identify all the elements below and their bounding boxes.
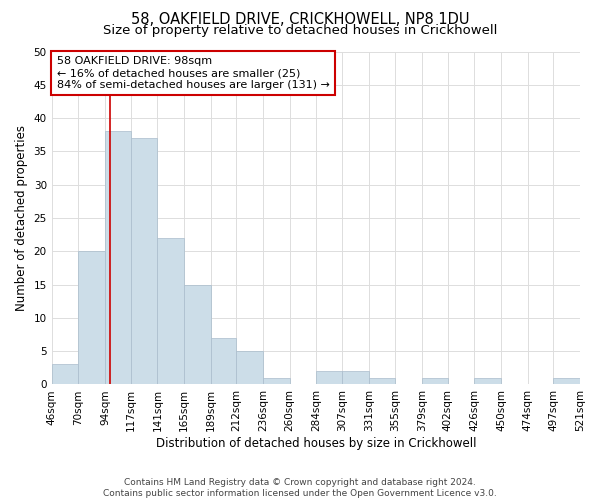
Bar	[211, 338, 236, 384]
Bar	[79, 252, 105, 384]
Bar	[316, 371, 342, 384]
Bar	[475, 378, 501, 384]
Bar	[342, 371, 368, 384]
Text: 58 OAKFIELD DRIVE: 98sqm
← 16% of detached houses are smaller (25)
84% of semi-d: 58 OAKFIELD DRIVE: 98sqm ← 16% of detach…	[57, 56, 330, 90]
Text: 58, OAKFIELD DRIVE, CRICKHOWELL, NP8 1DU: 58, OAKFIELD DRIVE, CRICKHOWELL, NP8 1DU	[131, 12, 469, 28]
Bar	[52, 364, 79, 384]
Bar	[157, 238, 184, 384]
Text: Size of property relative to detached houses in Crickhowell: Size of property relative to detached ho…	[103, 24, 497, 37]
Y-axis label: Number of detached properties: Number of detached properties	[15, 125, 28, 311]
Bar	[131, 138, 157, 384]
Bar	[422, 378, 448, 384]
Bar	[553, 378, 580, 384]
Bar	[184, 284, 211, 384]
Bar	[263, 378, 290, 384]
X-axis label: Distribution of detached houses by size in Crickhowell: Distribution of detached houses by size …	[155, 437, 476, 450]
Bar	[368, 378, 395, 384]
Text: Contains HM Land Registry data © Crown copyright and database right 2024.
Contai: Contains HM Land Registry data © Crown c…	[103, 478, 497, 498]
Bar	[236, 351, 263, 384]
Bar	[105, 132, 131, 384]
